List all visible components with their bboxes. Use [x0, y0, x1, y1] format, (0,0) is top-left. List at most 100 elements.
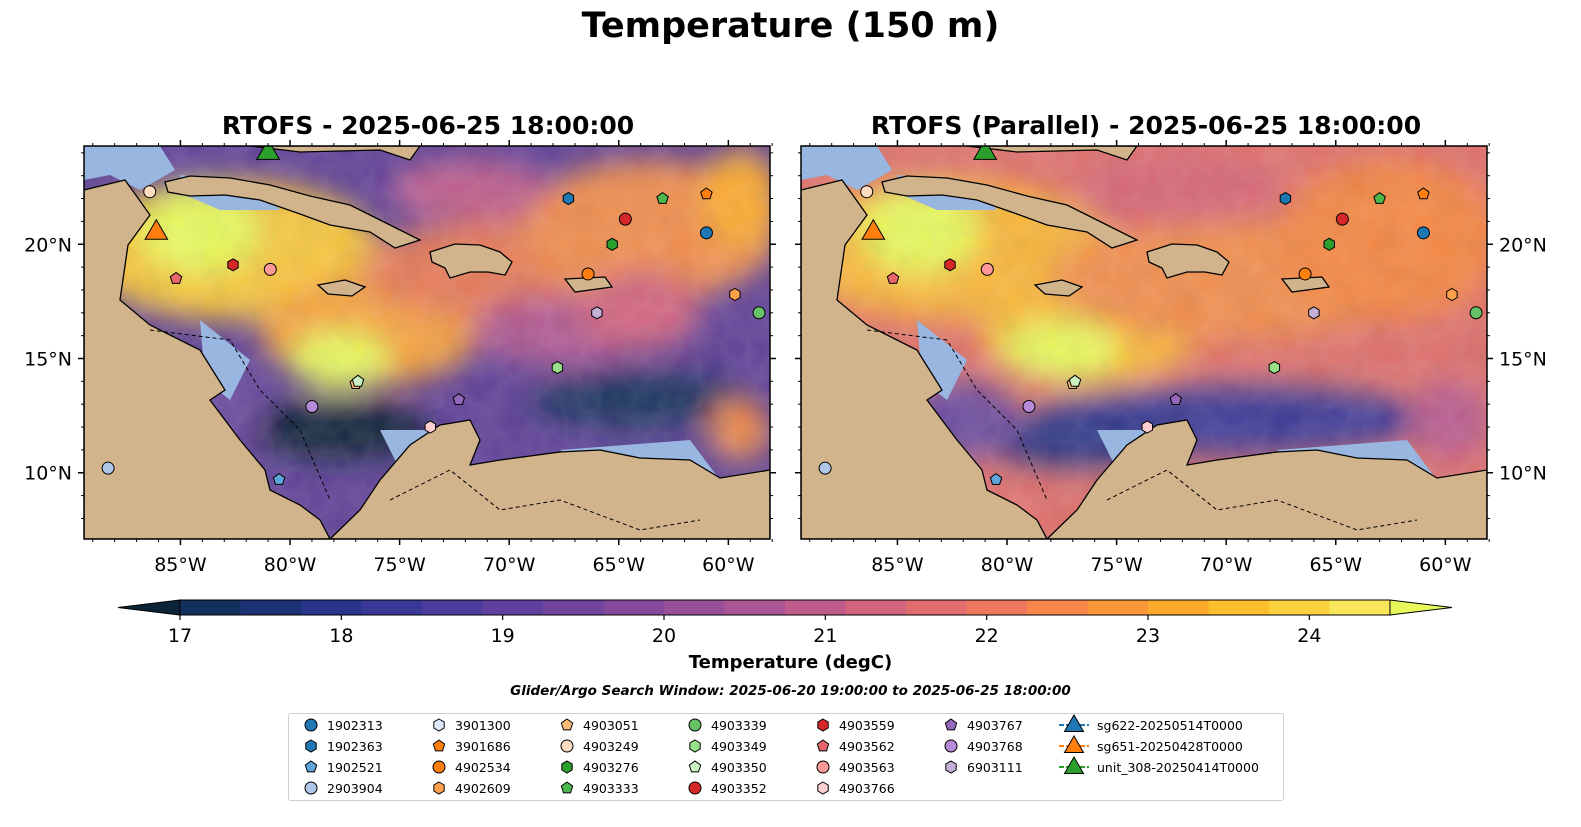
- colorbar-extend-high: [1389, 599, 1453, 616]
- map-panel-rtofs-parallel: 85°W 80°W 75°W 70°W 65°W 60°W 20°N 15°N 10°N: [795, 140, 1547, 576]
- legend-shape: [432, 760, 446, 774]
- colorbar-bin: [845, 600, 907, 615]
- x-tick-label: 85°W: [871, 554, 924, 576]
- colorbar-bin: [240, 600, 302, 615]
- legend-item: 3901686: [431, 737, 511, 755]
- obs-marker-4903249: [860, 185, 874, 199]
- colorbar-frame: [179, 599, 1391, 616]
- legend-item: 1902363: [303, 737, 383, 755]
- legend-label: 4903349: [711, 738, 767, 754]
- obs-marker-4903563: [263, 262, 277, 276]
- obs-marker-4903333: [1373, 191, 1386, 204]
- legend-marker-hexagon-icon: [817, 718, 829, 732]
- legend-marker-hexagon-icon: [305, 739, 317, 753]
- legend-marker-hexagon-icon: [817, 781, 829, 795]
- colorbar-tick-label: 18: [329, 625, 353, 647]
- colorbar-tick-label: 17: [168, 625, 192, 647]
- y-tick-label: 20°N: [1499, 234, 1547, 256]
- colorbar: 17 18 19 20 21 22 23 24: [117, 599, 1453, 647]
- legend-label: 3901686: [455, 738, 511, 754]
- colorbar-bin: [603, 600, 665, 615]
- map-title-rtofs: RTOFS - 2025-06-25 18:00:00: [221, 111, 635, 140]
- legend-label: 3901300: [455, 717, 511, 733]
- legend-item: 6903111: [943, 758, 1023, 776]
- colorbar-bin: [543, 600, 604, 615]
- y-tick-label: 10°N: [24, 463, 72, 485]
- legend-marker-pentagon-icon: [688, 760, 702, 773]
- colorbar-bin: [1208, 600, 1270, 615]
- colorbar-tick-label: 23: [1136, 625, 1160, 647]
- legend-marker-pentagon-icon: [304, 760, 318, 773]
- obs-marker-4903333: [656, 191, 669, 204]
- legend-item: 4903349: [687, 737, 767, 755]
- obs-marker-4903249: [143, 185, 157, 199]
- colorbar-tick-label: 22: [975, 625, 999, 647]
- obs-marker-4903562: [886, 271, 900, 284]
- legend-item: 4903350: [687, 758, 767, 776]
- colorbar-bin: [482, 600, 544, 615]
- legend-marker-circle-icon: [944, 739, 958, 753]
- colorbar-bin: [966, 600, 1028, 615]
- legend-marker-triangle-line-icon: [1059, 755, 1089, 774]
- colorbar-bin: [180, 600, 241, 615]
- land: [801, 146, 1487, 539]
- colorbar-bin: [785, 600, 846, 615]
- legend-item: 4903051: [559, 716, 639, 734]
- legend-label: 4902609: [455, 780, 511, 796]
- colorbar-extend-low: [117, 599, 181, 616]
- map-axes: 85°W 80°W 75°W 70°W 65°W 60°W 20°N 15°N 10°N: [795, 140, 1547, 576]
- map-axes: 85°W 80°W 75°W 70°W 65°W 60°W 20°N 15°N 10°N: [24, 140, 776, 576]
- legend-marker-circle-icon: [304, 781, 318, 795]
- y-tick-label: 15°N: [1499, 348, 1547, 370]
- legend-label: 1902363: [327, 738, 383, 754]
- obs-marker-4903562: [169, 271, 183, 284]
- legend-shape: [433, 718, 445, 732]
- legend-shape: [560, 718, 574, 731]
- colorbar-bin: [1148, 600, 1209, 615]
- legend-marker-triangle-line-icon: [1059, 713, 1089, 732]
- obs-marker-3901686: [700, 187, 713, 200]
- obs-marker-6903111: [1308, 306, 1320, 320]
- obs-marker-4903768: [305, 399, 319, 413]
- map-title-rtofs-parallel: RTOFS (Parallel) - 2025-06-25 18:00:00: [870, 111, 1422, 140]
- obs-marker-4903559: [944, 258, 956, 272]
- legend-item: 4903766: [815, 779, 895, 797]
- legend-marker-pentagon-icon: [560, 781, 574, 794]
- obs-marker-2903904: [101, 461, 115, 475]
- legend-marker-hexagon-icon: [945, 760, 957, 774]
- colorbar-tick-label: 20: [652, 625, 676, 647]
- legend-item: 4903339: [687, 716, 767, 734]
- legend-label: 2903904: [327, 780, 383, 796]
- obs-marker-4903349: [551, 361, 564, 375]
- legend-shape: [816, 760, 830, 774]
- legend-shape: [816, 739, 830, 752]
- legend-label: 4903563: [839, 759, 895, 775]
- legend-label: 4903768: [967, 738, 1023, 754]
- legend-item: 3901300: [431, 716, 511, 734]
- legend-label: unit_308-20250414T0000: [1097, 759, 1259, 775]
- obs-marker-sg651-20250428T0000: [144, 218, 169, 240]
- x-tick-label: 80°W: [264, 554, 317, 576]
- obs-marker-4902609: [729, 287, 741, 302]
- legend: 1902313 1902363 1902521 2903904 3901300 39016…: [288, 713, 1284, 801]
- border-lines: [866, 329, 1418, 531]
- legend-shape: [945, 760, 957, 774]
- legend-triangle: [1063, 755, 1085, 774]
- legend-item: 4903767: [943, 716, 1023, 734]
- legend-shape: [688, 718, 702, 732]
- obs-marker-1902363: [562, 192, 575, 206]
- border-lines: [149, 329, 701, 531]
- legend-item: 1902313: [303, 716, 383, 734]
- colorbar-bin: [1087, 600, 1149, 615]
- colorbar-bin: [724, 600, 786, 615]
- legend-label: sg622-20250514T0000: [1097, 717, 1243, 733]
- legend-marker-circle-icon: [688, 781, 702, 795]
- legend-item: 4903276: [559, 758, 639, 776]
- legend-shape: [561, 760, 573, 774]
- legend-shape: [689, 739, 701, 753]
- colorbar-bin: [301, 600, 362, 615]
- legend-marker-hexagon-icon: [561, 760, 573, 774]
- legend-shape: [560, 739, 574, 753]
- obs-marker-4903767: [1169, 392, 1183, 405]
